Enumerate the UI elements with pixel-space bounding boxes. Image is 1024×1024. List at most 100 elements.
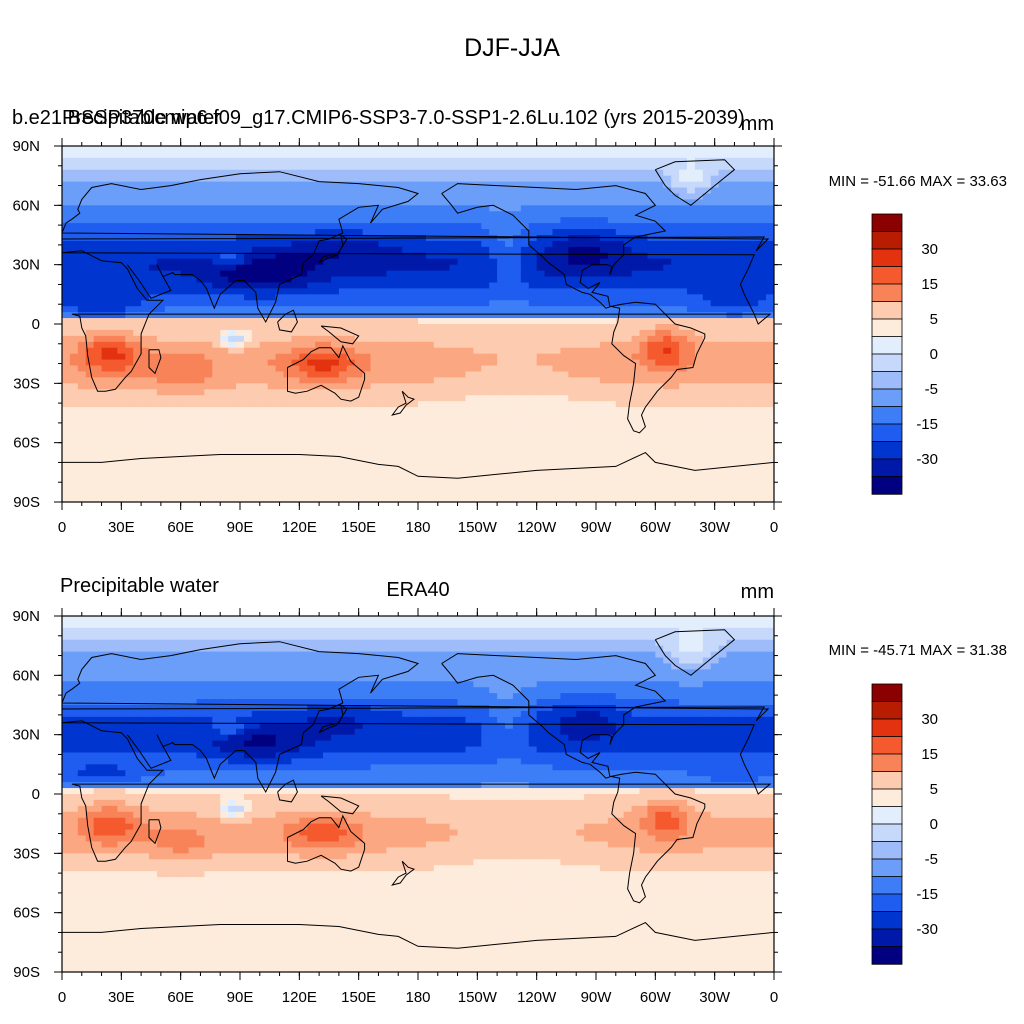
contour-cell xyxy=(188,169,198,177)
contour-cell xyxy=(584,418,593,426)
contour-cell xyxy=(710,270,720,278)
contour-cell xyxy=(647,329,656,337)
contour-cell xyxy=(180,401,190,408)
contour-cell xyxy=(766,270,774,278)
contour-cell xyxy=(615,324,625,331)
contour-cell xyxy=(536,217,546,224)
contour-cell xyxy=(655,205,664,212)
contour-cell xyxy=(149,318,158,325)
contour-cell xyxy=(172,258,182,266)
contour-cell xyxy=(584,264,593,272)
contour-cell xyxy=(402,448,411,456)
contour-cell xyxy=(212,211,221,218)
contour-cell xyxy=(433,335,443,343)
contour-cell xyxy=(141,306,150,313)
contour-cell xyxy=(758,466,767,473)
contour-cell xyxy=(710,353,720,361)
contour-cell xyxy=(315,151,324,159)
contour-cell xyxy=(85,413,95,420)
contour-cell xyxy=(718,169,728,177)
contour-cell xyxy=(394,270,403,278)
contour-cell xyxy=(473,312,482,319)
contour-cell xyxy=(560,359,569,367)
contour-cell xyxy=(85,407,95,414)
contour-cell xyxy=(196,335,205,343)
contour-cell xyxy=(236,282,245,289)
contour-cell xyxy=(766,424,774,432)
contour-cell xyxy=(243,413,253,420)
contour-cell xyxy=(212,146,221,153)
contour-cell xyxy=(323,389,332,396)
contour-cell xyxy=(631,371,641,378)
contour-cell xyxy=(117,377,126,384)
contour-cell xyxy=(552,377,561,384)
contour-cell xyxy=(750,288,759,295)
contour-cell xyxy=(362,347,372,355)
contour-cell xyxy=(204,436,213,444)
contour-cell xyxy=(489,163,498,171)
contour-cell xyxy=(101,205,111,212)
contour-cell xyxy=(679,258,688,266)
contour-cell xyxy=(505,324,514,331)
contour-cell xyxy=(671,312,680,319)
contour-cell xyxy=(315,205,324,212)
contour-cell xyxy=(243,163,253,171)
contour-cell xyxy=(702,205,712,212)
contour-cell xyxy=(125,306,134,313)
contour-cell xyxy=(117,223,126,230)
contour-cell xyxy=(141,258,150,266)
contour-cell xyxy=(671,324,680,331)
contour-cell xyxy=(449,146,459,153)
contour-cell xyxy=(402,365,411,373)
contour-cell xyxy=(117,229,126,236)
contour-cell xyxy=(623,276,633,284)
contour-cell xyxy=(702,223,712,230)
contour-cell xyxy=(766,430,774,438)
contour-cell xyxy=(671,389,680,396)
contour-cell xyxy=(275,401,285,408)
contour-cell xyxy=(599,324,609,331)
contour-cell xyxy=(544,389,554,396)
contour-cell xyxy=(441,169,451,177)
contour-cell xyxy=(449,193,459,200)
contour-cell xyxy=(362,205,372,212)
contour-cell xyxy=(101,258,111,266)
contour-cell xyxy=(220,329,229,337)
contour-cell xyxy=(283,151,293,159)
contour-cell xyxy=(481,454,490,462)
contour-cell xyxy=(536,240,546,248)
contour-cell xyxy=(299,353,308,361)
contour-cell xyxy=(93,163,103,171)
contour-cell xyxy=(465,347,474,355)
contour-cell xyxy=(742,240,751,248)
contour-cell xyxy=(686,282,696,289)
contour-cell xyxy=(750,424,759,432)
contour-cell xyxy=(481,377,490,384)
contour-cell xyxy=(330,288,340,295)
contour-cell xyxy=(544,318,554,325)
contour-cell xyxy=(497,359,506,367)
contour-cell xyxy=(576,199,585,206)
contour-cell xyxy=(77,229,87,236)
contour-cell xyxy=(228,300,237,307)
contour-cell xyxy=(560,211,569,218)
contour-cell xyxy=(386,306,395,313)
contour-cell xyxy=(386,365,395,373)
contour-cell xyxy=(449,353,459,361)
contour-cell xyxy=(758,187,767,195)
contour-cell xyxy=(323,246,332,254)
contour-cell xyxy=(394,246,403,254)
contour-cell xyxy=(156,395,166,402)
contour-cell xyxy=(164,448,174,456)
contour-cell xyxy=(77,223,87,230)
contour-cell xyxy=(631,359,641,367)
contour-cell xyxy=(631,454,641,462)
contour-cell xyxy=(330,205,340,212)
contour-cell xyxy=(497,217,506,224)
contour-cell xyxy=(742,151,751,159)
contour-cell xyxy=(370,418,380,426)
contour-cell xyxy=(489,407,498,414)
contour-cell xyxy=(330,163,340,171)
contour-cell xyxy=(615,223,625,230)
contour-cell xyxy=(449,448,459,456)
